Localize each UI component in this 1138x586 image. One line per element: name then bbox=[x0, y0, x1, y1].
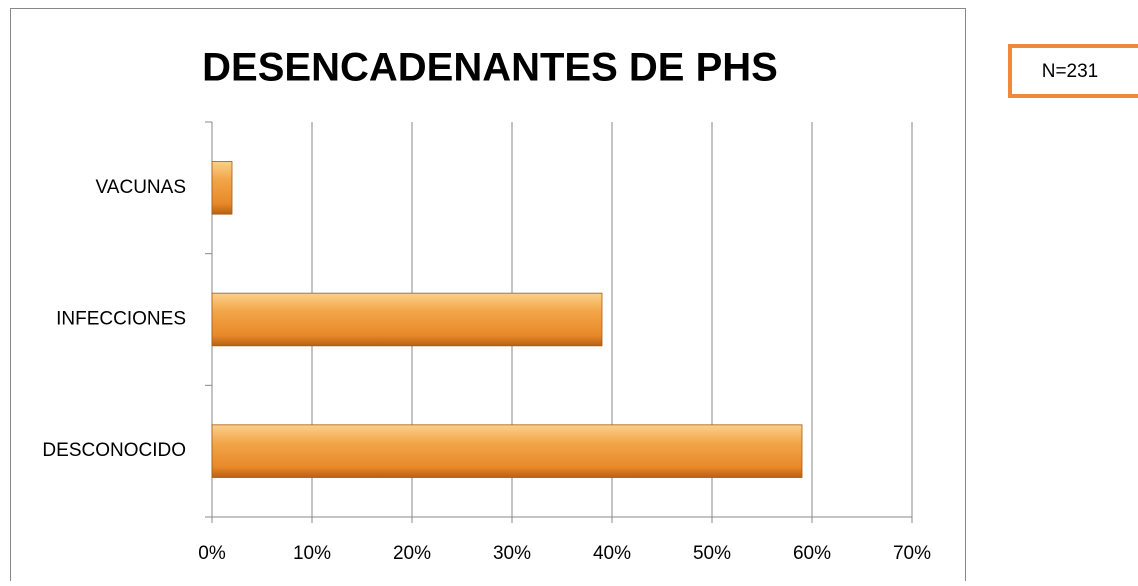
x-tick-label: 30% bbox=[493, 543, 531, 564]
x-tick-label: 60% bbox=[793, 543, 831, 564]
x-tick-label: 40% bbox=[593, 543, 631, 564]
x-tick-label: 50% bbox=[693, 543, 731, 564]
bar bbox=[211, 424, 803, 478]
bar bbox=[211, 161, 233, 215]
chart-title: DESENCADENANTES DE PHS bbox=[202, 46, 778, 90]
y-tick-label: INFECCIONES bbox=[56, 309, 186, 330]
annotation: N=231 bbox=[1042, 61, 1099, 82]
x-tick-label: 0% bbox=[198, 543, 226, 564]
y-tick-label: DESCONOCIDO bbox=[42, 440, 186, 461]
annotation-box bbox=[1008, 44, 1138, 98]
x-tick-label: 70% bbox=[893, 543, 931, 564]
x-tick-label: 10% bbox=[293, 543, 331, 564]
bar bbox=[211, 292, 603, 347]
x-tick-label: 20% bbox=[393, 543, 431, 564]
y-tick-label: VACUNAS bbox=[96, 177, 186, 198]
